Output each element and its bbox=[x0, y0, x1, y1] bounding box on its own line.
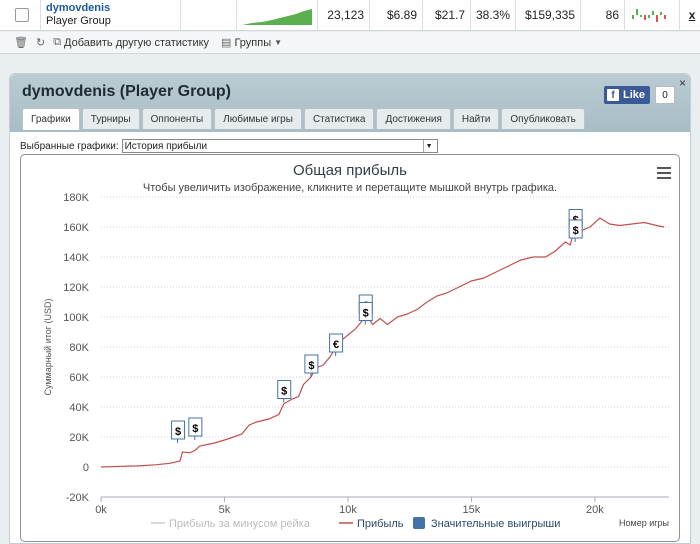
x-tick-label: 0k bbox=[95, 504, 107, 516]
x-tick-label: 20k bbox=[586, 504, 604, 516]
big-win-flag bbox=[171, 420, 186, 440]
chevron-down-icon: ▼ bbox=[422, 140, 435, 152]
tab-achievements[interactable]: Достижения bbox=[376, 108, 451, 129]
add-stats-label: Добавить другую статистику bbox=[64, 36, 210, 49]
avg-buyin: $6.89 bbox=[370, 0, 423, 30]
abi: $21.7 bbox=[423, 0, 471, 30]
remove-row-link[interactable]: x bbox=[688, 8, 696, 22]
add-stats-icon: ⧉ bbox=[53, 36, 62, 48]
big-win-symbol: $ bbox=[175, 426, 181, 438]
rating: 86 bbox=[581, 0, 626, 30]
trend-cell bbox=[625, 0, 681, 30]
player-stats-row: dymovdenis Player Group 23,123 $6.89 $21… bbox=[0, 0, 700, 31]
panel-tabs: Графики Турниры Оппоненты Любимые игры С… bbox=[22, 108, 587, 130]
tab-publish[interactable]: Опубликовать bbox=[501, 108, 585, 129]
player-panel: dymovdenis (Player Group) f Like 0 × Гра… bbox=[9, 73, 691, 544]
roi: 38.3% bbox=[471, 0, 517, 30]
player-name-link[interactable]: dymovdenis bbox=[46, 2, 111, 14]
like-count: 0 bbox=[655, 86, 676, 104]
big-win-flag bbox=[277, 380, 292, 399]
big-win-flag bbox=[358, 302, 373, 321]
graph-select-value: История прибыли bbox=[124, 140, 208, 152]
add-stats-button[interactable]: ⧉ Добавить другую статистику bbox=[53, 36, 209, 49]
total-profit: $159,335 bbox=[516, 0, 582, 30]
y-tick-label: 120K bbox=[63, 282, 89, 294]
x-tick-label: 15k bbox=[463, 504, 481, 516]
trend-bars-icon bbox=[632, 9, 667, 22]
chart-menu-icon[interactable] bbox=[657, 167, 671, 182]
big-win-flag bbox=[188, 417, 203, 437]
big-win-flag bbox=[329, 333, 344, 353]
row-checkbox[interactable] bbox=[15, 8, 29, 22]
tab-opponents[interactable]: Оппоненты bbox=[141, 108, 213, 129]
player-cell: dymovdenis Player Group bbox=[41, 0, 181, 30]
chart-canvas: -20K 0 20K 40K 60K 80K 100K 120K 140K 160K 180K 0k 5… bbox=[43, 192, 669, 530]
profit-series-line bbox=[100, 217, 665, 468]
graph-selector-row: Выбранные графики: История прибыли ▼ bbox=[20, 139, 438, 153]
y-tick-label: 0 bbox=[83, 462, 89, 474]
x-tick-label: 10k bbox=[339, 504, 357, 516]
row-checkbox-cell bbox=[0, 0, 41, 30]
y-tick-label: 80K bbox=[69, 342, 89, 354]
tab-tournaments[interactable]: Турниры bbox=[81, 108, 140, 129]
x-axis-label: Номер игры bbox=[619, 518, 669, 528]
big-win-symbol: € bbox=[333, 339, 339, 351]
graph-select[interactable]: История прибыли ▼ bbox=[121, 139, 438, 153]
x-tick-label: 5k bbox=[219, 504, 231, 516]
games-count: 23,123 bbox=[318, 0, 370, 30]
sparkline-icon bbox=[242, 9, 312, 25]
refresh-icon[interactable]: ↻ bbox=[35, 37, 46, 49]
y-axis-label: Суммарный итог (USD) bbox=[43, 298, 53, 395]
legend-big-wins-swatch bbox=[413, 517, 425, 529]
like-label: Like bbox=[623, 89, 646, 101]
big-win-flag bbox=[568, 219, 583, 239]
graph-selector-label: Выбранные графики: bbox=[20, 140, 119, 152]
profit-sparkline bbox=[237, 0, 318, 30]
chart-title: Общая прибыль bbox=[292, 162, 408, 179]
tab-search[interactable]: Найти bbox=[452, 108, 500, 129]
big-win-flag bbox=[304, 354, 319, 374]
big-win-symbol: $ bbox=[363, 308, 369, 320]
facebook-like-button[interactable]: f Like bbox=[604, 86, 651, 104]
y-tick-label: 140K bbox=[63, 252, 89, 264]
legend-net-rake-label: Прибыль за минусом рейка bbox=[169, 518, 311, 530]
close-panel-icon[interactable]: × bbox=[678, 76, 686, 90]
big-win-symbol: $ bbox=[281, 386, 287, 398]
stats-toolbar: 🗑 ↻ ⧉ Добавить другую статистику ▤ Групп… bbox=[0, 32, 700, 54]
y-tick-label: 100K bbox=[63, 312, 89, 324]
chevron-down-icon: ▼ bbox=[274, 38, 283, 47]
groups-dropdown[interactable]: ▤ Группы ▼ bbox=[221, 36, 283, 50]
y-tick-label: -20K bbox=[66, 492, 90, 504]
y-tick-label: 180K bbox=[63, 192, 89, 204]
big-win-symbol: $ bbox=[308, 360, 314, 372]
chart-subtitle: Чтобы увеличить изображение, кликните и … bbox=[142, 182, 558, 194]
y-tick-label: 160K bbox=[63, 222, 89, 234]
profit-chart[interactable]: Общая прибыль Чтобы увеличить изображени… bbox=[20, 154, 680, 542]
y-tick-label: 40K bbox=[69, 402, 89, 414]
groups-label: Группы bbox=[234, 36, 272, 49]
trash-icon[interactable]: 🗑 bbox=[14, 37, 28, 49]
legend-profit-label: Прибыль bbox=[357, 518, 404, 530]
tab-graphs[interactable]: Графики bbox=[22, 108, 80, 130]
y-tick-label: 60K bbox=[69, 372, 89, 384]
tab-statistics[interactable]: Статистика bbox=[303, 108, 375, 129]
facebook-icon: f bbox=[607, 89, 619, 101]
panel-header: dymovdenis (Player Group) f Like 0 × Гра… bbox=[10, 74, 690, 132]
panel-title: dymovdenis (Player Group) bbox=[22, 83, 231, 100]
big-win-symbol: $ bbox=[573, 225, 579, 237]
facebook-like: f Like 0 bbox=[604, 86, 676, 104]
big-win-symbol: $ bbox=[192, 423, 198, 435]
legend-big-wins-label: Значительные выигрыши bbox=[431, 518, 560, 530]
empty-cell bbox=[181, 0, 237, 30]
y-tick-label: 20K bbox=[69, 432, 89, 444]
tab-favorite-games[interactable]: Любимые игры bbox=[214, 108, 302, 129]
groups-icon: ▤ bbox=[221, 37, 232, 49]
player-group: Player Group bbox=[46, 15, 111, 27]
